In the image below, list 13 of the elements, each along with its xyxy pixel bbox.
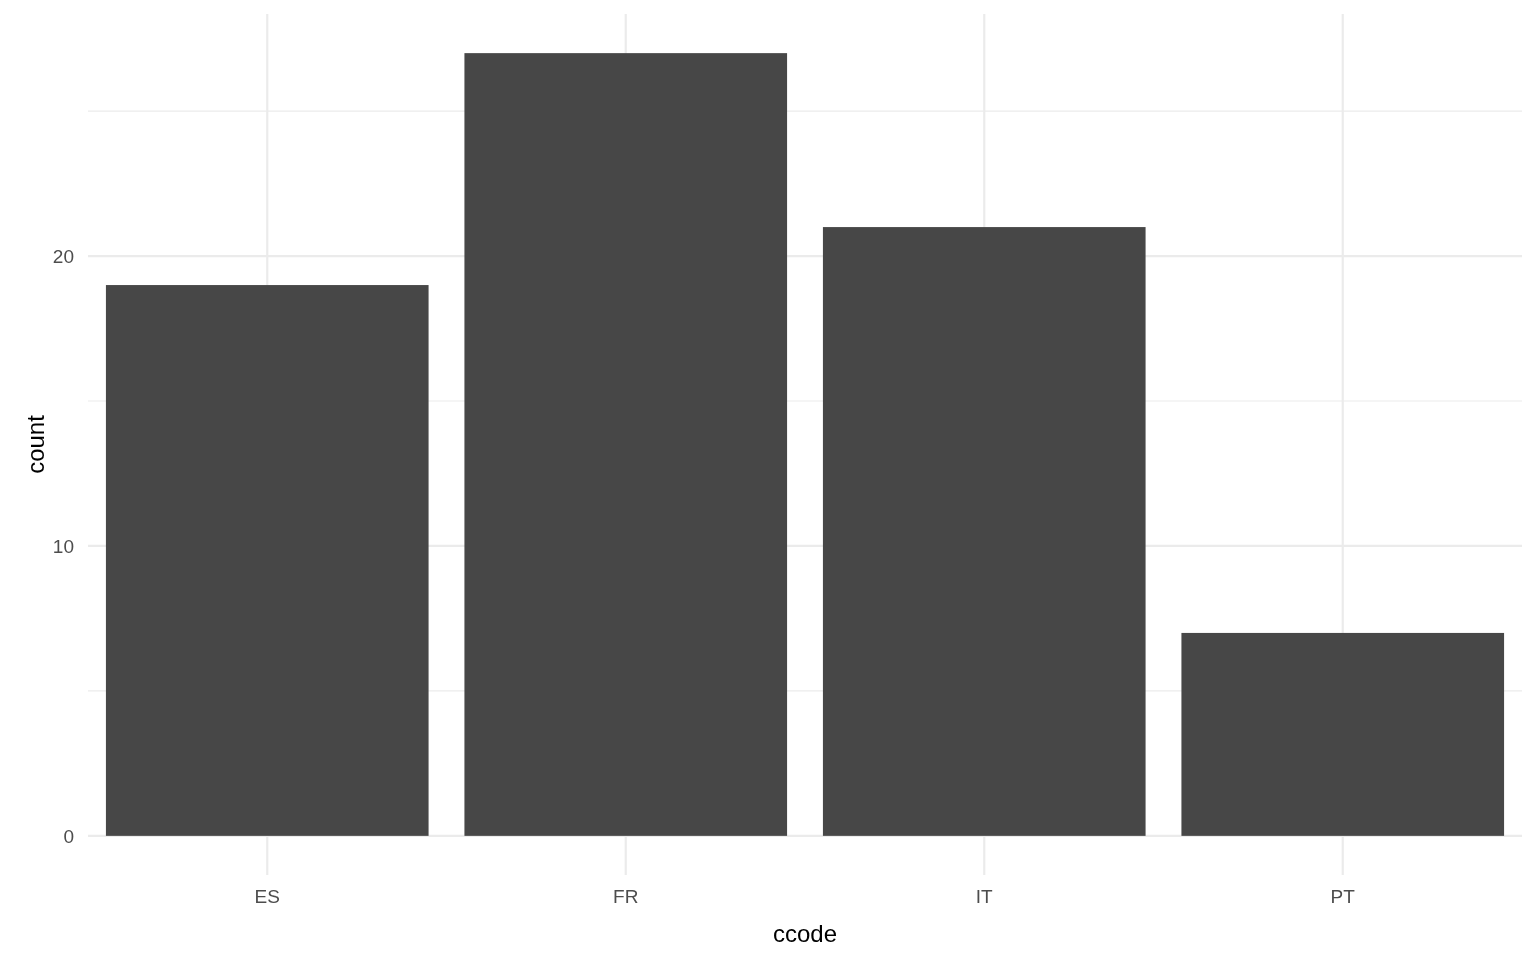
bar [822, 227, 1146, 836]
bar [105, 285, 429, 836]
x-axis-title: ccode [772, 920, 838, 947]
y-tick-label: 0 [63, 825, 74, 847]
x-tick-label: FR [613, 886, 639, 907]
x-tick-label: ES [254, 886, 280, 907]
x-tick-label: IT [975, 886, 994, 907]
y-axis-title: count [22, 414, 49, 474]
bar [1181, 632, 1505, 836]
bar [464, 53, 788, 836]
x-tick-label: PT [1330, 886, 1356, 907]
y-tick-label: 20 [52, 245, 74, 267]
y-tick-label: 10 [52, 535, 74, 557]
